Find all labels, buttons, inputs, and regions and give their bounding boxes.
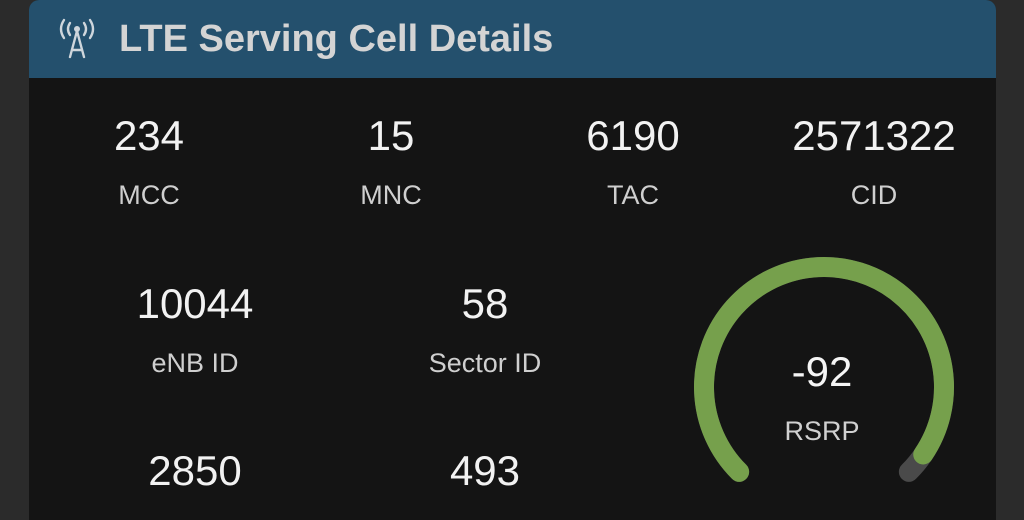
field-value: 6190 (586, 112, 680, 159)
field-value: 2850 (148, 447, 242, 494)
antenna-icon (59, 18, 95, 59)
field-label: MCC (118, 180, 180, 210)
card-title: LTE Serving Cell Details (119, 17, 554, 60)
field-label: TAC (607, 180, 659, 210)
field-value-7: 2850 (95, 447, 295, 515)
field-label: CID (850, 180, 898, 210)
field-value: 493 (449, 447, 521, 494)
field-value: 234 (113, 112, 185, 159)
field-label: eNB ID (151, 348, 239, 378)
field-mnc: 15 MNC (291, 112, 491, 211)
field-cid: 2571322 CID (774, 112, 974, 211)
field-mcc: 234 MCC (49, 112, 249, 211)
gauge-fill (694, 257, 954, 482)
card-header: LTE Serving Cell Details (29, 0, 996, 78)
rsrp-gauge (694, 257, 954, 482)
field-value-8: 493 (385, 447, 585, 515)
field-value: 2571322 (792, 112, 956, 159)
gauge-label: RSRP (784, 416, 860, 446)
field-label: MNC (360, 180, 422, 210)
field-tac: 6190 TAC (533, 112, 733, 211)
field-label: Sector ID (428, 348, 542, 378)
field-value: 58 (461, 280, 509, 327)
gauge-value: -92 (791, 348, 853, 395)
field-value: 10044 (136, 280, 254, 327)
field-value: 15 (367, 112, 415, 159)
field-enb-id: 10044 eNB ID (95, 280, 295, 379)
field-sector-id: 58 Sector ID (385, 280, 585, 379)
